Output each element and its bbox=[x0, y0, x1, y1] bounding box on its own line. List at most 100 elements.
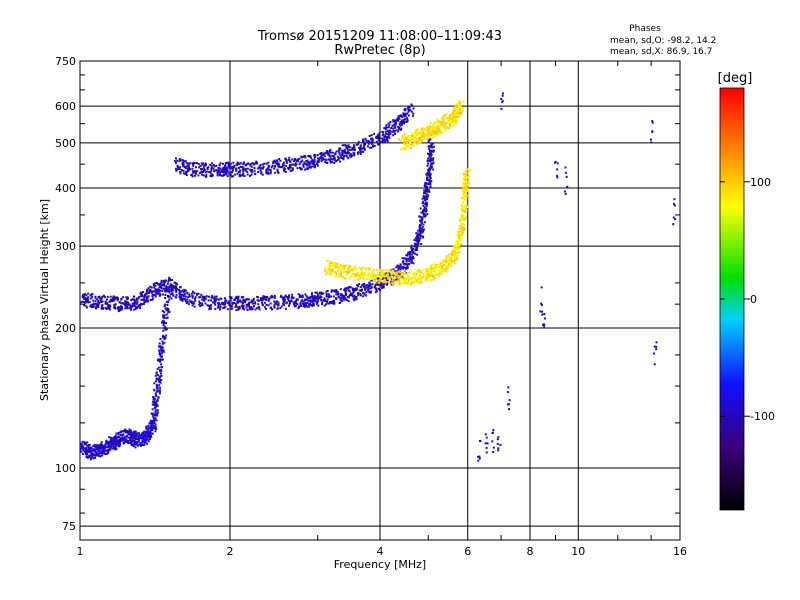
echo-point bbox=[155, 403, 158, 406]
echo-point bbox=[103, 294, 105, 297]
echo-point bbox=[222, 162, 224, 165]
echo-point bbox=[442, 120, 445, 123]
echo-point bbox=[321, 301, 324, 304]
echo-point bbox=[363, 147, 366, 150]
echo-point bbox=[408, 278, 410, 281]
echo-point bbox=[149, 438, 151, 440]
echo-point bbox=[155, 409, 158, 412]
echo-point bbox=[161, 340, 164, 343]
echo-point bbox=[171, 284, 174, 287]
echo-point bbox=[149, 433, 152, 436]
echo-point bbox=[85, 298, 88, 301]
echo-point bbox=[341, 295, 344, 298]
echo-point bbox=[363, 145, 366, 148]
echo-point bbox=[302, 165, 305, 168]
echo-point bbox=[426, 270, 429, 272]
echo-point bbox=[555, 174, 558, 177]
echo-point bbox=[211, 175, 214, 178]
echo-point bbox=[288, 156, 291, 159]
echo-point bbox=[146, 425, 149, 428]
echo-point bbox=[348, 146, 351, 149]
echo-point bbox=[395, 129, 398, 132]
echo-point bbox=[331, 151, 334, 154]
echo-point bbox=[388, 281, 391, 283]
echo-point bbox=[412, 262, 415, 265]
echo-point bbox=[273, 295, 276, 297]
echo-point bbox=[412, 141, 415, 143]
echo-point bbox=[413, 135, 416, 138]
echo-point bbox=[492, 431, 494, 434]
echo-point bbox=[385, 124, 388, 127]
echo-point bbox=[653, 363, 656, 366]
echo-point bbox=[280, 294, 283, 297]
echo-point bbox=[452, 250, 455, 253]
echo-point bbox=[445, 259, 448, 262]
echo-point bbox=[314, 296, 317, 299]
echo-point bbox=[132, 445, 135, 448]
echo-point bbox=[105, 439, 108, 442]
echo-point bbox=[229, 303, 232, 306]
echo-point bbox=[459, 218, 462, 220]
echo-point bbox=[436, 275, 439, 278]
echo-point bbox=[382, 141, 384, 144]
echo-point bbox=[343, 295, 346, 297]
echo-point bbox=[282, 163, 285, 165]
echo-point bbox=[466, 194, 469, 197]
echo-point bbox=[403, 133, 406, 136]
echo-point bbox=[356, 274, 359, 277]
echo-point bbox=[178, 289, 181, 292]
echo-point bbox=[307, 163, 310, 166]
echo-point bbox=[425, 278, 428, 281]
echo-point bbox=[232, 175, 234, 178]
echo-point bbox=[348, 277, 351, 280]
echo-point bbox=[451, 118, 454, 120]
echo-point bbox=[218, 170, 221, 173]
echo-point bbox=[156, 359, 159, 362]
echo-point bbox=[464, 215, 467, 218]
echo-point bbox=[222, 302, 225, 305]
echo-point bbox=[146, 438, 149, 441]
echo-point bbox=[367, 267, 370, 269]
echo-point bbox=[82, 297, 85, 300]
echo-point bbox=[159, 293, 162, 296]
echo-point bbox=[183, 288, 186, 291]
echo-point bbox=[233, 166, 236, 169]
echo-point bbox=[257, 171, 260, 173]
echo-point bbox=[101, 304, 104, 307]
echo-point bbox=[157, 378, 160, 381]
echo-point bbox=[383, 275, 386, 278]
echo-point bbox=[161, 284, 164, 286]
echo-point bbox=[141, 303, 144, 306]
echo-point bbox=[116, 442, 119, 444]
echo-point bbox=[154, 406, 157, 409]
echo-point bbox=[387, 122, 390, 125]
echo-point bbox=[133, 298, 136, 301]
echo-point bbox=[362, 138, 364, 141]
echo-point bbox=[207, 299, 210, 302]
echo-point bbox=[439, 129, 442, 132]
echo-point bbox=[385, 269, 388, 272]
echo-point bbox=[162, 315, 165, 318]
echo-point bbox=[380, 276, 383, 279]
echo-point bbox=[312, 296, 315, 299]
echo-point bbox=[309, 162, 312, 165]
echo-point bbox=[387, 131, 390, 134]
echo-point bbox=[117, 439, 120, 442]
echo-point bbox=[105, 298, 108, 301]
echo-point bbox=[323, 297, 326, 300]
echo-point bbox=[127, 301, 130, 304]
echo-point bbox=[446, 257, 448, 260]
echo-point bbox=[411, 281, 414, 284]
echo-point bbox=[309, 296, 312, 298]
echo-point bbox=[86, 441, 89, 444]
echo-point bbox=[85, 447, 88, 450]
echo-point bbox=[172, 294, 175, 297]
echo-point bbox=[96, 305, 99, 308]
echo-point bbox=[306, 159, 309, 162]
echo-point bbox=[392, 277, 395, 280]
echo-point bbox=[402, 282, 405, 285]
echo-point bbox=[135, 297, 138, 300]
echo-point bbox=[269, 172, 272, 175]
echo-point bbox=[131, 298, 134, 301]
echo-point bbox=[492, 451, 495, 453]
